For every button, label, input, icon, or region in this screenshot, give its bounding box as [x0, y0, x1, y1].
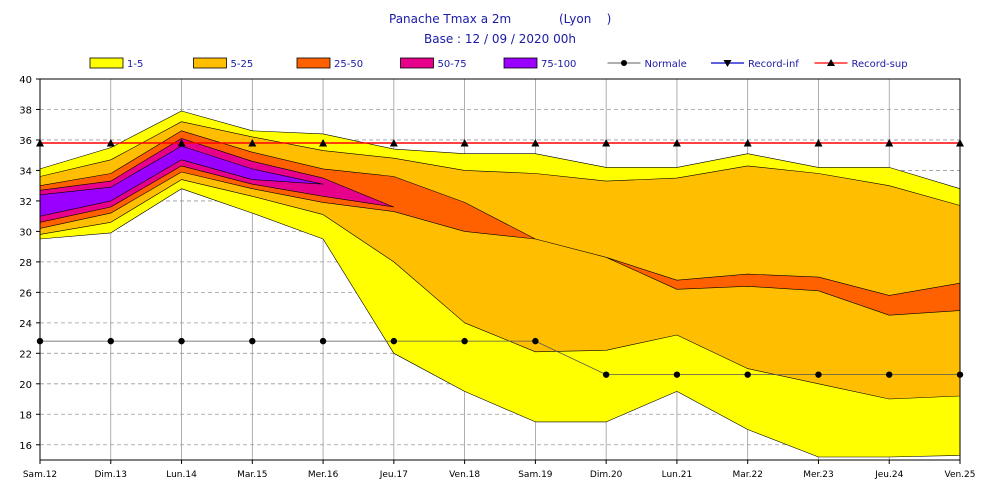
record-sup-point: [602, 139, 611, 147]
x-tick-label: Sam.12: [23, 470, 57, 480]
normale-point: [532, 337, 539, 345]
normale-line: [40, 340, 960, 376]
legend-label-50-75: 50-75: [438, 59, 467, 70]
y-tick-label: 24: [19, 319, 32, 330]
record-sup-point: [743, 139, 752, 147]
legend-swatch-75-100: [503, 57, 538, 69]
axes: 16 18 20 22 24 26 28 30 32 34 36 38 40 Sam.12 Dim.13 Lu…: [19, 75, 975, 480]
band-75-100: [39, 145, 324, 217]
x-tick-label: Sam.19: [518, 470, 553, 480]
record-sup-point: [460, 139, 469, 147]
normale-point: [815, 371, 822, 378]
normale-point: [107, 337, 114, 345]
legend-label-normale: Normale: [645, 59, 687, 70]
y-tick-label: 32: [19, 197, 32, 208]
legend-swatch-25-50: [296, 57, 331, 69]
legend-swatch-5-25: [193, 57, 227, 69]
normale-point: [178, 337, 185, 345]
y-tick-label: 34: [19, 166, 32, 177]
record-sup-point: [177, 139, 186, 147]
legend-swatch-1-5: [89, 57, 124, 69]
record-sup-point: [389, 139, 398, 147]
record-sup-point: [248, 139, 257, 147]
legend-label-5-25: 5-25: [231, 59, 254, 70]
reference-lines: [36, 139, 964, 378]
x-tick-label: Jeu.17: [379, 470, 408, 480]
y-tick-label: 18: [19, 410, 32, 421]
record-sup-point: [885, 139, 894, 147]
x-tick-label: Mer.23: [803, 470, 834, 480]
legend: 1-5 5-25 25-50 50-75 75-100 Normale Record-inf…: [89, 57, 908, 70]
y-tick-label: 22: [19, 349, 32, 360]
run-base-date: Base : 12 / 09 / 2020 00h: [424, 32, 577, 46]
legend-label-25-50: 25-50: [334, 59, 363, 70]
plot-frame: [39, 78, 961, 461]
normale-point: [673, 371, 681, 378]
normale-point: [744, 371, 751, 378]
x-tick-label: Ven.18: [449, 470, 480, 480]
record-sup-point: [319, 139, 328, 147]
normale-point: [319, 337, 327, 345]
x-tick-label: Mer.16: [308, 470, 339, 480]
legend-marker-record-inf: [723, 60, 732, 67]
y-tick-label: 28: [19, 258, 32, 269]
legend-label-record-sup: Record-sup: [852, 59, 908, 70]
chart-header: Panache Tmax a 2m (Lyon ) Base : 12 / 09…: [0, 0, 1000, 50]
y-tick-label: 20: [19, 380, 32, 391]
y-tick-label: 40: [19, 75, 32, 86]
x-tick-label: Ven.25: [944, 470, 975, 480]
legend-marker-record-sup: [827, 59, 835, 66]
y-tick-label: 26: [19, 288, 32, 299]
record-sup-point: [814, 139, 823, 147]
y-tick-label: 30: [19, 227, 32, 238]
y-tick-label: 38: [19, 105, 32, 116]
y-tick-label: 36: [19, 136, 32, 147]
normale-point: [886, 371, 893, 378]
x-tick-label: Jeu.24: [874, 470, 903, 480]
record-sup-point: [672, 139, 681, 147]
band-50-75: [39, 138, 395, 223]
normale-point: [602, 371, 610, 378]
x-tick-label: Dim.20: [590, 470, 623, 480]
x-tick-label: Dim.13: [95, 470, 128, 480]
normale-point: [461, 337, 468, 345]
x-tick-label: Lun.14: [166, 470, 197, 480]
y-tick-label: 16: [19, 441, 32, 452]
normale-point: [390, 337, 398, 345]
record-sup-point: [531, 139, 540, 147]
x-tick-label: Mar.22: [732, 470, 762, 480]
legend-label-75-100: 75-100: [541, 59, 576, 70]
station-name: (Lyon ): [559, 12, 612, 26]
legend-label-1-5: 1-5: [127, 59, 143, 70]
probability-bands: [39, 110, 961, 458]
legend-swatch-50-75: [400, 57, 434, 69]
x-tick-label: Lun.21: [662, 470, 693, 480]
record-sup-point: [106, 139, 115, 147]
legend-marker-normale: [621, 60, 627, 66]
chart-title: Panache Tmax a 2m: [389, 12, 512, 26]
x-tick-label: Mar.15: [237, 470, 267, 480]
normale-point: [249, 337, 256, 345]
legend-label-record-inf: Record-inf: [748, 59, 799, 70]
